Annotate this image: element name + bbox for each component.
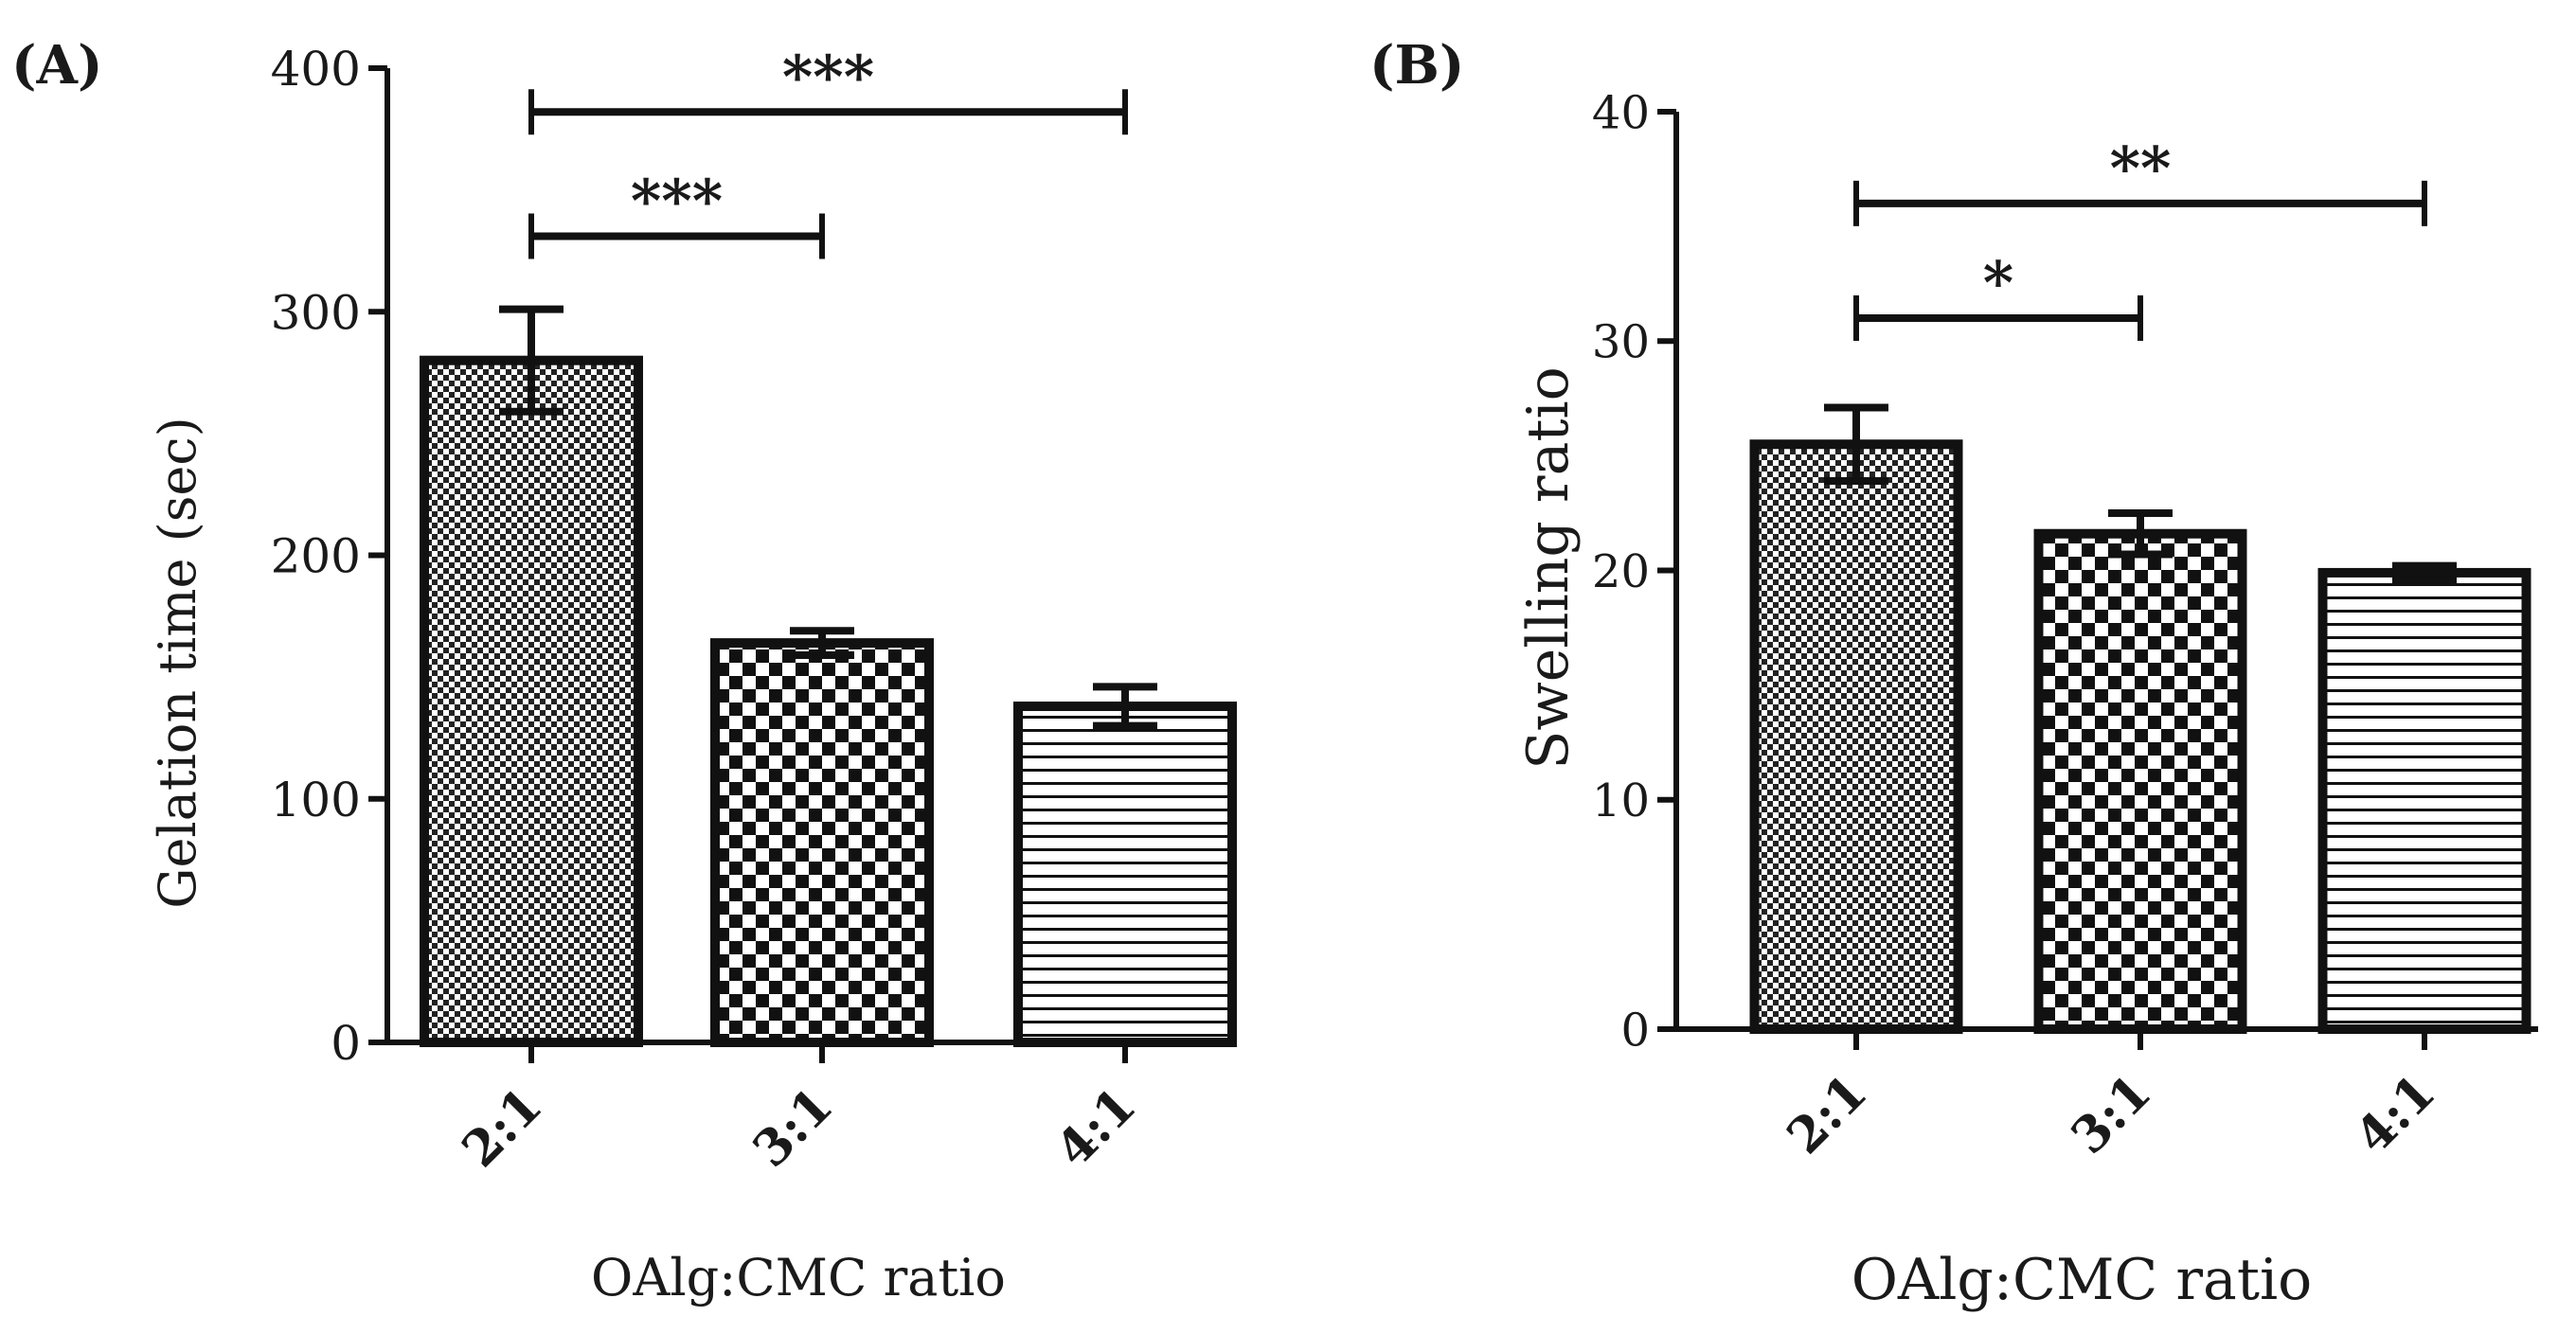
y-tick-label: 200 [271, 529, 361, 584]
bar [1013, 701, 1237, 1047]
significance-label: *** [631, 167, 723, 236]
bar [420, 355, 643, 1047]
bar [710, 638, 934, 1047]
significance-label: *** [782, 42, 874, 111]
x-axis-label: OAlg:CMC ratio [591, 1248, 1006, 1307]
significance-label: ** [2110, 133, 2172, 203]
y-tick-label: 40 [1592, 86, 1650, 139]
x-tick-label: 4:1 [2344, 1063, 2446, 1165]
x-axis-label: OAlg:CMC ratio [1852, 1247, 2313, 1313]
x-tick-label: 3:1 [2060, 1063, 2162, 1165]
y-tick-label: 400 [271, 42, 361, 97]
x-tick-label: 2:1 [451, 1076, 553, 1179]
panel-label: (B) [1369, 34, 1464, 97]
plot-area: 0 100 200 300 400 2:1 3:1 4:1 *** *** [271, 42, 1237, 1179]
x-tick-label: 3:1 [742, 1076, 844, 1179]
panel-a: (A) Gelation time (sec) OAlg:CMC ratio 0… [11, 34, 1237, 1307]
bar [1749, 439, 1963, 1034]
y-tick-label: 0 [331, 1016, 361, 1071]
bar [2033, 528, 2247, 1034]
y-tick-label: 30 [1592, 316, 1650, 369]
significance-label: * [1983, 248, 2013, 317]
y-tick-label: 0 [1620, 1004, 1650, 1057]
y-tick-label: 300 [271, 285, 361, 340]
x-tick-label: 4:1 [1045, 1076, 1147, 1179]
y-tick-label: 20 [1592, 545, 1650, 598]
y-tick-label: 100 [271, 773, 361, 827]
y-axis-label: Gelation time (sec) [148, 417, 207, 908]
y-axis-label: Swelling ratio [1515, 366, 1582, 770]
x-tick-label: 2:1 [1776, 1063, 1878, 1165]
panel-b: (B) Swelling ratio OAlg:CMC ratio 0 10 20 3… [1369, 34, 2538, 1313]
y-tick-label: 10 [1592, 774, 1650, 827]
panel-label: (A) [11, 34, 102, 97]
bar [2317, 567, 2531, 1034]
